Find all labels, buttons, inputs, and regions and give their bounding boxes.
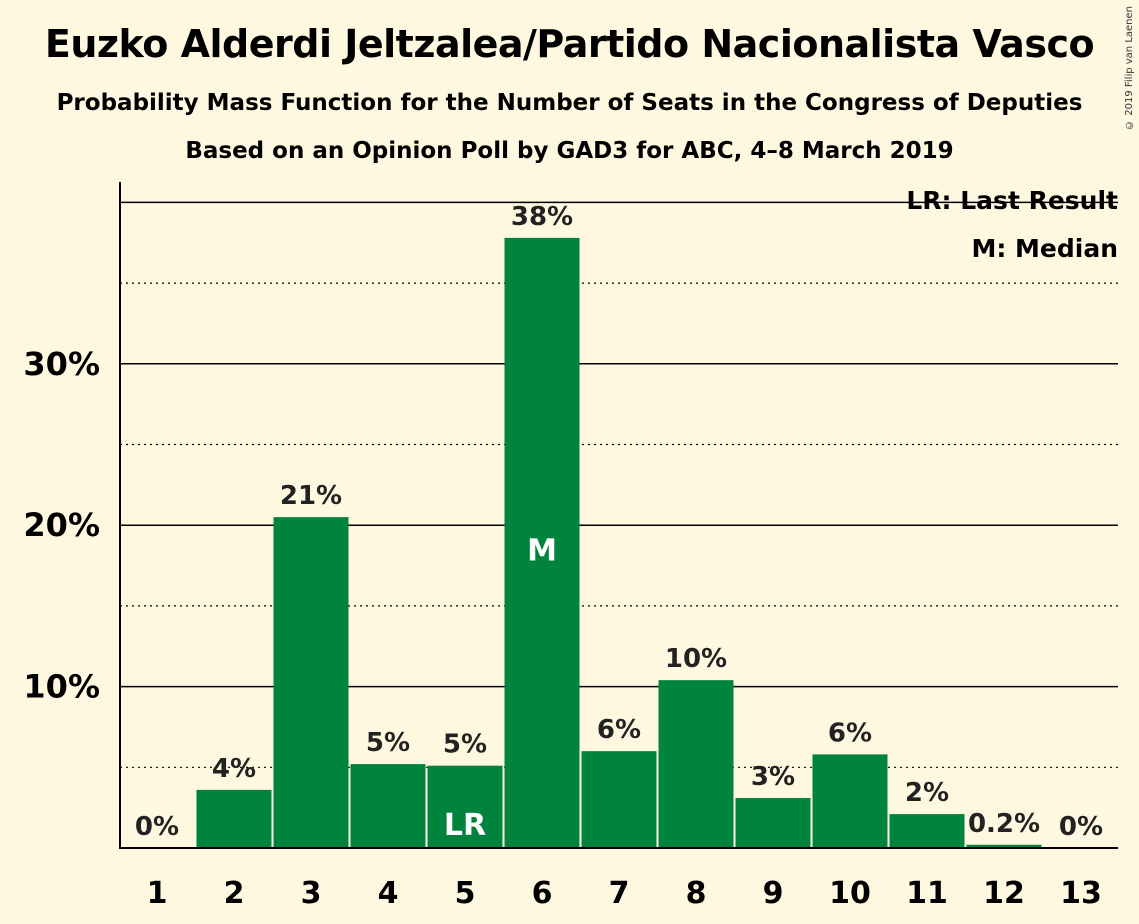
bar [273,517,349,848]
x-tick-label: 2 [224,876,245,911]
chart-title: Euzko Alderdi Jeltzalea/Partido Nacional… [44,22,1095,66]
grid-lines [120,201,1118,768]
x-tick-label: 11 [906,876,948,911]
data-label: 21% [280,481,342,511]
data-label: 38% [511,202,573,232]
chart-subtitle: Probability Mass Function for the Number… [56,90,1083,116]
y-tick-label: 30% [23,345,100,383]
x-tick-label: 12 [983,876,1025,911]
legend-median: M: Median [971,234,1118,263]
bar [735,797,811,848]
bar [504,237,580,848]
x-tick-label: 9 [763,876,784,911]
x-tick-label: 6 [532,876,553,911]
legend-last-result: LR: Last Result [906,186,1118,215]
axes: 10%20%30%1 2 3 4 5 6 7 8 9 10 11 12 13 [23,182,1118,911]
data-label: 0% [135,812,179,842]
x-tick-label: 3 [301,876,322,911]
y-tick-label: 10% [23,668,100,706]
bar [581,751,657,848]
data-label: 3% [751,762,795,792]
data-label: 2% [905,778,949,808]
data-label: 6% [597,715,641,745]
data-label: 0% [1059,812,1103,842]
data-label: 0.2% [968,809,1040,839]
bar [427,765,503,848]
bar [658,680,734,848]
bar [350,764,426,848]
bar [966,844,1042,848]
bar [196,789,272,848]
y-tick-label: 20% [23,506,100,544]
x-tick-label: 7 [609,876,630,911]
x-tick-label: 5 [455,876,476,911]
data-label: 6% [828,718,872,748]
x-tick-label: 4 [378,876,399,911]
bar [889,814,965,848]
bars [196,237,1042,848]
x-tick-label: 8 [686,876,707,911]
data-label: 10% [665,644,727,674]
x-tick-label: 1 [147,876,168,911]
chart-source-line: Based on an Opinion Poll by GAD3 for ABC… [185,138,954,164]
x-tick-label: 13 [1060,876,1102,911]
data-label: 5% [366,728,410,758]
data-label: 5% [443,730,487,760]
x-tick-label: 10 [829,876,871,911]
bar [812,754,888,848]
data-labels: 0% 4% 21% 5% 5% LR 38% M 6% 10% 3% 6% 2% 0.2% 0% [135,202,1103,843]
median-marker: M [527,533,557,568]
last-result-marker: LR [444,808,486,843]
data-label: 4% [212,754,256,784]
